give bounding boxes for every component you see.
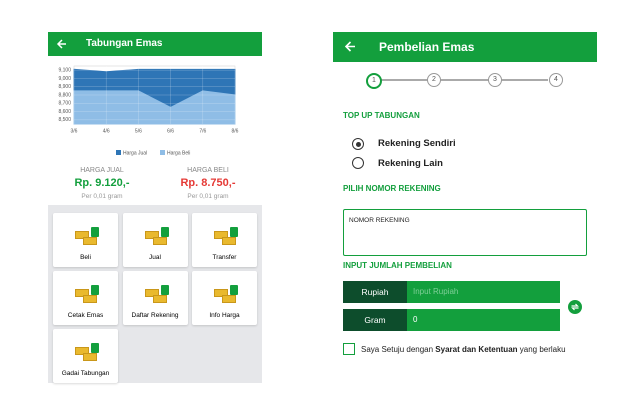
step: 3 xyxy=(488,73,502,87)
price-unit: Per 0,01 gram xyxy=(187,193,229,200)
step: 1 xyxy=(366,73,382,89)
gram-input[interactable]: 0 xyxy=(407,309,560,331)
tile-icon xyxy=(83,295,97,303)
tile-icon xyxy=(75,289,89,297)
tile-label: Daftar Rekening xyxy=(131,312,179,319)
rupiah-input[interactable]: Input Rupiah xyxy=(407,281,560,303)
x-tick-label: 5/6 xyxy=(135,128,142,134)
price-value: Rp. 9.120,- xyxy=(74,177,130,189)
menu-tile[interactable]: Daftar Rekening xyxy=(122,271,188,325)
x-tick-label: 7/6 xyxy=(199,128,206,134)
menu-tile[interactable]: Transfer xyxy=(192,213,257,267)
menu-tile[interactable]: Jual xyxy=(122,213,188,267)
area xyxy=(73,90,236,125)
tile-icon xyxy=(91,227,99,237)
header-title: Tabungan Emas xyxy=(86,38,163,49)
option[interactable]: Rekening Sendiri xyxy=(378,138,456,149)
radio[interactable] xyxy=(352,138,364,150)
step: 4 xyxy=(549,73,563,87)
tile-icon xyxy=(83,237,97,245)
menu-tile[interactable]: Gadai Tabungan xyxy=(53,329,118,383)
section-title: TOP UP TABUNGAN xyxy=(343,111,420,120)
tile-icon xyxy=(83,353,97,361)
swap-icon[interactable] xyxy=(567,299,583,315)
back-icon[interactable] xyxy=(56,38,68,50)
option[interactable]: Rekening Lain xyxy=(378,158,443,169)
tile-label: Info Harga xyxy=(209,312,240,319)
y-tick-label: 8,800 xyxy=(58,92,71,98)
tile-label: Jual xyxy=(149,254,161,261)
x-tick-label: 3/6 xyxy=(71,128,78,134)
tile-icon xyxy=(75,231,89,239)
tile-label: Cetak Emas xyxy=(67,312,104,319)
tile-icon xyxy=(160,285,169,295)
agreement-text: yang berlaku xyxy=(517,345,566,354)
tile-icon xyxy=(222,237,236,245)
menu-tile[interactable]: Beli xyxy=(53,213,118,267)
legend-swatch xyxy=(116,150,121,155)
price-label: HARGA JUAL xyxy=(80,167,124,174)
legend-label: Harga Jual xyxy=(123,150,147,156)
terms-link[interactable]: Syarat dan Ketentuan xyxy=(435,345,518,354)
tile-icon xyxy=(152,295,167,303)
tile-icon xyxy=(214,231,228,239)
field-label: NOMOR REKENING xyxy=(349,217,410,224)
tile-icon xyxy=(91,285,99,295)
legend-label: Harga Beli xyxy=(167,150,190,156)
y-tick-label: 8,600 xyxy=(58,109,71,115)
tile-icon xyxy=(230,227,238,237)
y-tick-label: 8,900 xyxy=(58,84,71,90)
y-tick-label: 9,100 xyxy=(58,67,71,73)
stepper xyxy=(380,79,548,81)
tile-icon xyxy=(222,295,236,303)
tile-label: Transfer xyxy=(212,254,237,261)
x-tick-label: 8/6 xyxy=(232,128,239,134)
tile-label: Beli xyxy=(80,254,91,261)
tile-icon xyxy=(144,289,159,297)
step: 2 xyxy=(427,73,441,87)
section-title: PILIH NOMOR REKENING xyxy=(343,184,441,193)
legend-swatch xyxy=(160,150,165,155)
checkbox[interactable] xyxy=(343,343,355,355)
tile-icon xyxy=(160,227,169,237)
header-bar: Pembelian Emas xyxy=(333,32,597,62)
tile-icon xyxy=(75,347,89,355)
radio[interactable] xyxy=(352,157,364,169)
tile-icon xyxy=(91,343,99,353)
tile-icon xyxy=(230,285,238,295)
header-title: Pembelian Emas xyxy=(379,40,475,54)
y-tick-label: 8,500 xyxy=(58,117,71,123)
tile-label: Gadai Tabungan xyxy=(61,370,110,377)
menu-tile[interactable]: Info Harga xyxy=(192,271,257,325)
back-icon[interactable] xyxy=(344,40,357,53)
tile-icon xyxy=(214,289,228,297)
price-unit: Per 0,01 gram xyxy=(81,193,123,200)
account-select[interactable]: NOMOR REKENING xyxy=(343,209,587,256)
header-bar: Tabungan Emas xyxy=(48,32,262,56)
tile-icon xyxy=(144,231,159,239)
menu-tile[interactable]: Cetak Emas xyxy=(53,271,118,325)
agreement: Saya Setuju dengan Syarat dan Ketentuan … xyxy=(361,345,566,354)
y-tick-label: 8,700 xyxy=(58,101,71,107)
price-label: HARGA BELI xyxy=(187,167,229,174)
x-tick-label: 4/6 xyxy=(103,128,110,134)
section-title: INPUT JUMLAH PEMBELIAN xyxy=(343,261,452,270)
x-tick-label: 6/6 xyxy=(167,128,174,134)
unit-label: Gram xyxy=(343,309,407,331)
y-tick-label: 9,000 xyxy=(58,76,71,82)
tile-icon xyxy=(152,237,167,245)
agreement-text: Saya Setuju dengan xyxy=(361,345,436,354)
price-value: Rp. 8.750,- xyxy=(180,177,236,189)
unit-label: Rupiah xyxy=(343,281,407,303)
